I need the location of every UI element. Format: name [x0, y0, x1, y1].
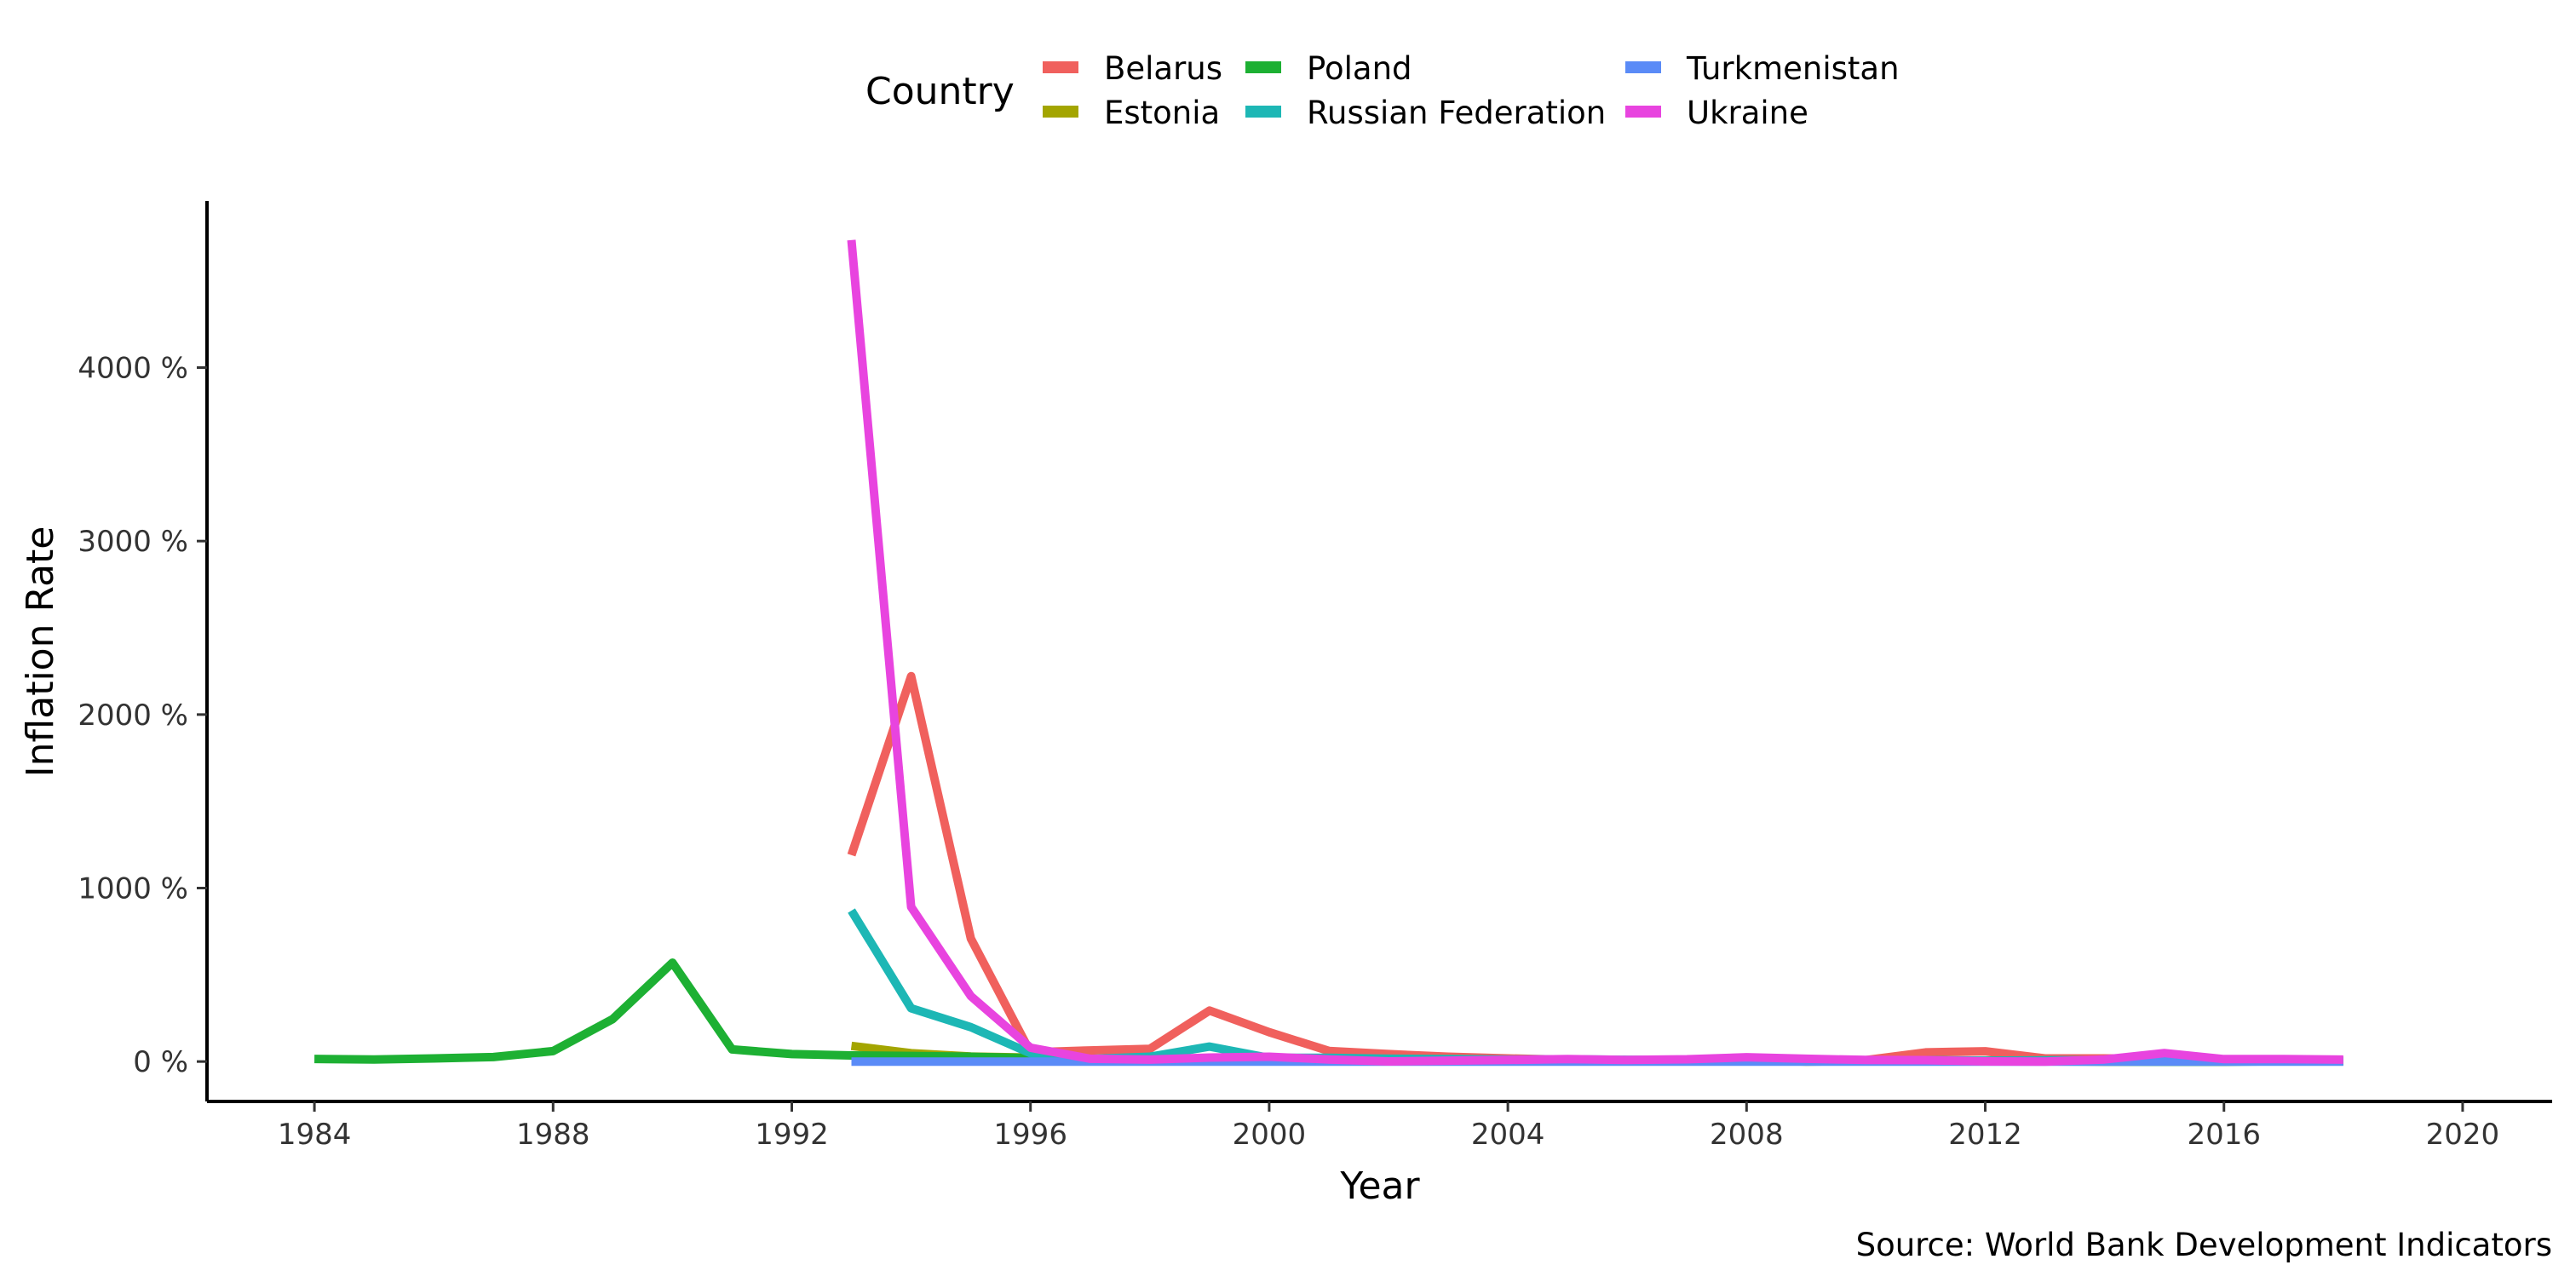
- legend-title: Country: [865, 70, 1015, 113]
- series-line-russian-federation: [848, 908, 2343, 1066]
- y-tick-label: 2000 %: [78, 699, 188, 733]
- x-tick-label: 1988: [516, 1118, 590, 1152]
- legend-label-turkmenistan: Turkmenistan: [1686, 50, 1900, 87]
- legend-key-poland: [1245, 61, 1281, 73]
- x-tick-label: 2004: [1471, 1118, 1545, 1152]
- y-tick-label: 4000 %: [78, 352, 188, 386]
- x-tick-label: 2012: [1948, 1118, 2022, 1152]
- x-tick-label: 1992: [755, 1118, 829, 1152]
- x-tick-label: 1984: [278, 1118, 352, 1152]
- legend: Country Belarus Estonia Poland Russian Fede…: [865, 50, 1900, 131]
- x-tick-label: 2008: [1710, 1118, 1784, 1152]
- series-line-belarus: [847, 671, 2343, 1066]
- plot-area: 0 % 1000 % 2000 % 3000 % 4000 % 1984 1988 1992…: [78, 201, 2552, 1152]
- legend-label-russian-federation: Russian Federation: [1307, 95, 1606, 131]
- y-tick-label: 3000 %: [78, 525, 188, 559]
- legend-key-turkmenistan: [1625, 61, 1661, 73]
- y-axis-title: Inflation Rate: [19, 526, 62, 778]
- y-tick-label: 1000 %: [78, 871, 188, 906]
- legend-key-belarus: [1043, 61, 1078, 73]
- legend-key-ukraine: [1625, 106, 1661, 118]
- source-caption: Source: World Bank Development Indicator…: [1856, 1227, 2552, 1263]
- legend-label-poland: Poland: [1307, 50, 1412, 87]
- x-tick-label: 1996: [993, 1118, 1067, 1152]
- legend-items: Belarus Estonia Poland Russian Federation Tu…: [1043, 50, 1900, 131]
- legend-label-ukraine: Ukraine: [1687, 95, 1808, 131]
- legend-label-estonia: Estonia: [1104, 95, 1220, 131]
- series-line-ukraine: [847, 239, 2343, 1067]
- series-lines: [314, 239, 2343, 1067]
- x-tick-label: 2020: [2426, 1118, 2500, 1152]
- legend-label-belarus: Belarus: [1104, 50, 1222, 87]
- y-tick-label: 0 %: [133, 1045, 188, 1079]
- x-tick-label: 2016: [2187, 1118, 2261, 1152]
- x-axis-title: Year: [1339, 1164, 1420, 1208]
- x-axis-ticks: 1984 1988 1992 1996 2000 2004 2008 2012 2016 2020: [278, 1101, 2499, 1152]
- legend-key-estonia: [1043, 106, 1078, 118]
- legend-key-russian-federation: [1245, 106, 1281, 118]
- y-axis-ticks: 0 % 1000 % 2000 % 3000 % 4000 %: [78, 352, 207, 1079]
- x-tick-label: 2000: [1233, 1118, 1307, 1152]
